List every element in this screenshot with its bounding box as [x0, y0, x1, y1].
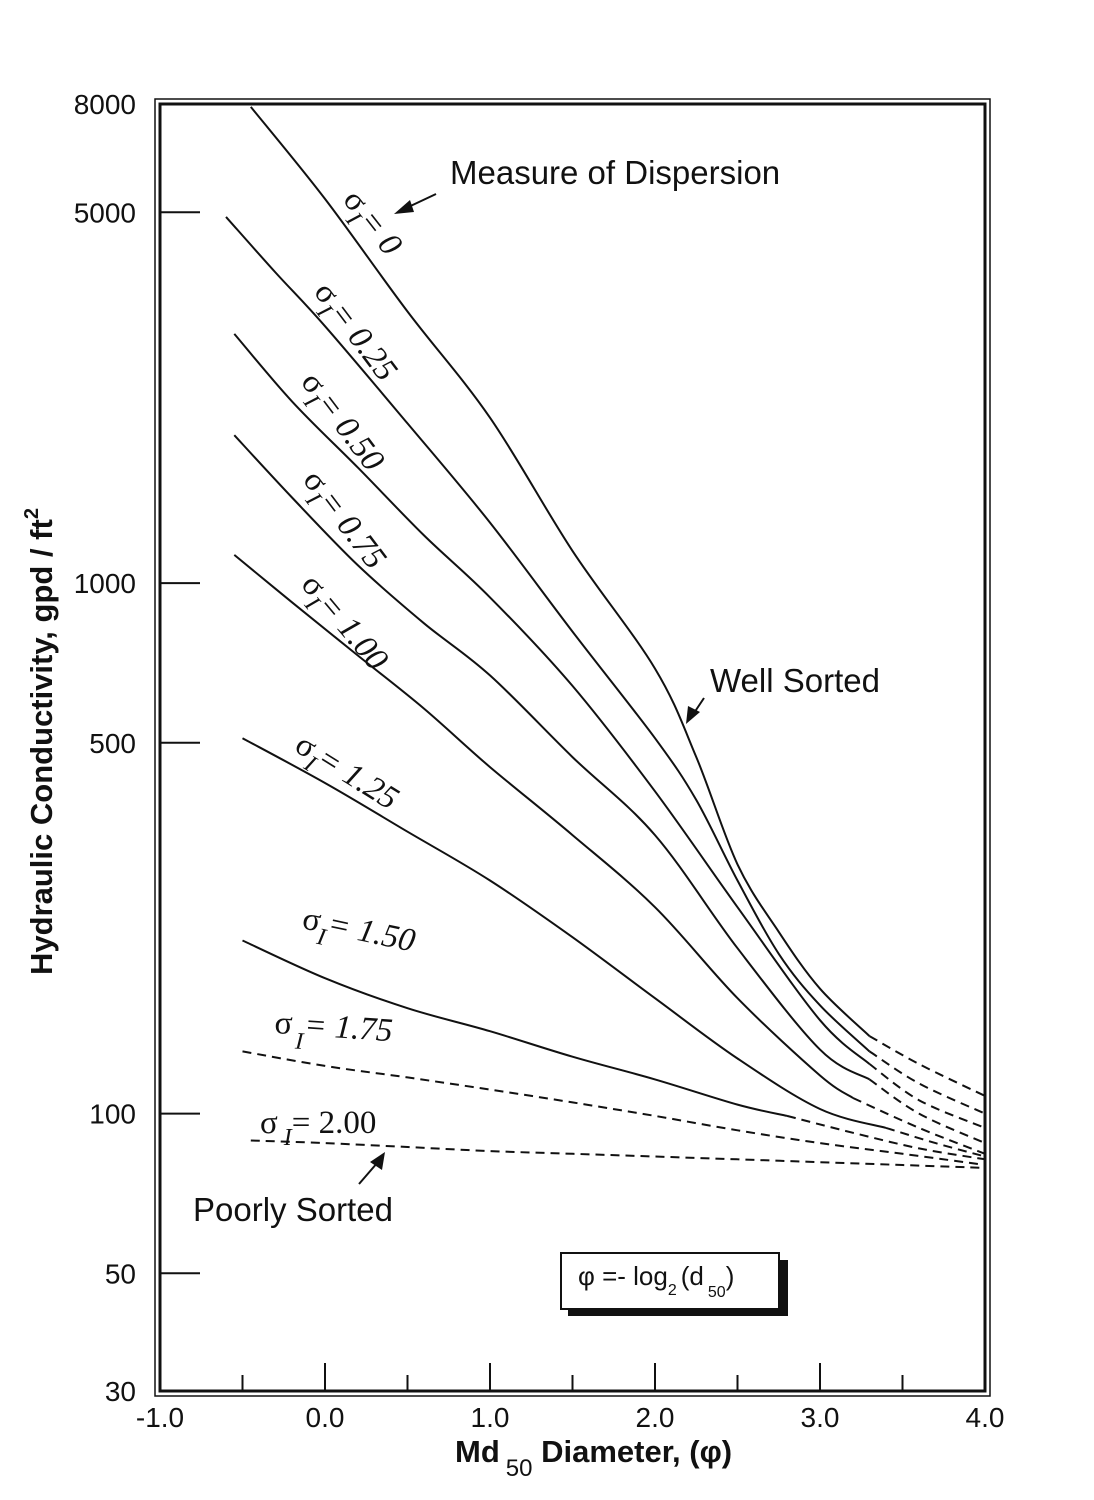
series-6-solid-line	[242, 939, 788, 1117]
x-axis-title-rest: Diameter, (φ)	[532, 1434, 732, 1469]
x-tick-label--1.0: -1.0	[136, 1402, 184, 1433]
formula-sub-2: 2	[668, 1282, 677, 1299]
series-1-solid-line	[225, 216, 871, 1053]
arrow-well-sorted	[686, 697, 705, 724]
y-tick-label-50: 50	[105, 1258, 136, 1289]
curve-label-7: σI= 1.75	[273, 1005, 394, 1061]
curve-label-6: σI= 1.50	[297, 901, 419, 970]
formula-sub-50: 50	[708, 1284, 726, 1301]
y-axis-ticks: 8000 5000 1000 500 100 50 30	[74, 89, 200, 1407]
y-tick-label-30: 30	[105, 1376, 136, 1407]
y-tick-label-8000: 8000	[74, 89, 136, 120]
series-5-dashed-line	[885, 1126, 986, 1158]
series-4-dashed-line	[852, 1097, 986, 1155]
y-axis-title-text: Hydraulic Conductivity, gpd / ft	[24, 519, 59, 975]
formula-d: (d	[681, 1261, 704, 1291]
curve-label-8: σ I= 2.00	[260, 1105, 376, 1151]
x-axis-title-md: Md	[455, 1434, 500, 1469]
x-axis-title-sub: 50	[506, 1455, 533, 1482]
arrow-poorly-sorted	[358, 1152, 385, 1185]
y-axis-title: Hydraulic Conductivity, gpd / ft2	[21, 508, 59, 975]
x-tick-label-2.0: 2.0	[636, 1402, 675, 1433]
x-axis-title: Md 50 Diameter, (φ)	[455, 1434, 732, 1482]
x-tick-label-1.0: 1.0	[471, 1402, 510, 1433]
annotation-measure-of-dispersion: Measure of Dispersion	[450, 154, 780, 191]
y-tick-label-100: 100	[89, 1099, 136, 1130]
series-2-solid-line	[233, 333, 871, 1065]
curve-label-3: σI= 0.75	[289, 463, 393, 581]
y-tick-label-5000: 5000	[74, 197, 136, 228]
series-7-dashed-line	[242, 1050, 986, 1166]
y-axis-title-sup: 2	[21, 508, 43, 519]
series-2-dashed-line	[868, 1063, 986, 1129]
annotation-poorly-sorted: Poorly Sorted	[193, 1191, 393, 1228]
curve-label-5: σI= 1.25	[285, 726, 405, 824]
series-group	[225, 106, 986, 1169]
y-tick-label-1000: 1000	[74, 568, 136, 599]
series-6-dashed-line	[786, 1114, 986, 1161]
x-tick-label-3.0: 3.0	[801, 1402, 840, 1433]
series-5-solid-line	[242, 737, 887, 1129]
series-3-solid-line	[233, 434, 871, 1081]
series-0-solid-line	[250, 106, 871, 1037]
series-3-dashed-line	[868, 1078, 986, 1145]
x-axis-ticks: -1.0 0.0 1.0 2.0 3.0 4.0	[136, 1363, 1005, 1433]
x-tick-label-4.0: 4.0	[966, 1402, 1005, 1433]
y-tick-label-500: 500	[89, 728, 136, 759]
formula-phi: φ =- log	[578, 1261, 668, 1291]
x-tick-label-0.0: 0.0	[306, 1402, 345, 1433]
curve-label-0: σI= 0	[329, 183, 409, 268]
formula-close: )	[726, 1261, 735, 1291]
formula-box: φ =- log2 (d50)	[560, 1252, 788, 1316]
series-1-dashed-line	[868, 1050, 986, 1115]
series-8-dashed-line	[250, 1139, 986, 1169]
plot-area-frame-inner	[154, 98, 991, 1397]
annotation-well-sorted: Well Sorted	[710, 662, 880, 699]
series-4-solid-line	[233, 554, 854, 1099]
arrow-measure	[394, 193, 437, 214]
svg-text:φ =- log2(d50): φ =- log2 (d50)	[578, 1261, 734, 1301]
